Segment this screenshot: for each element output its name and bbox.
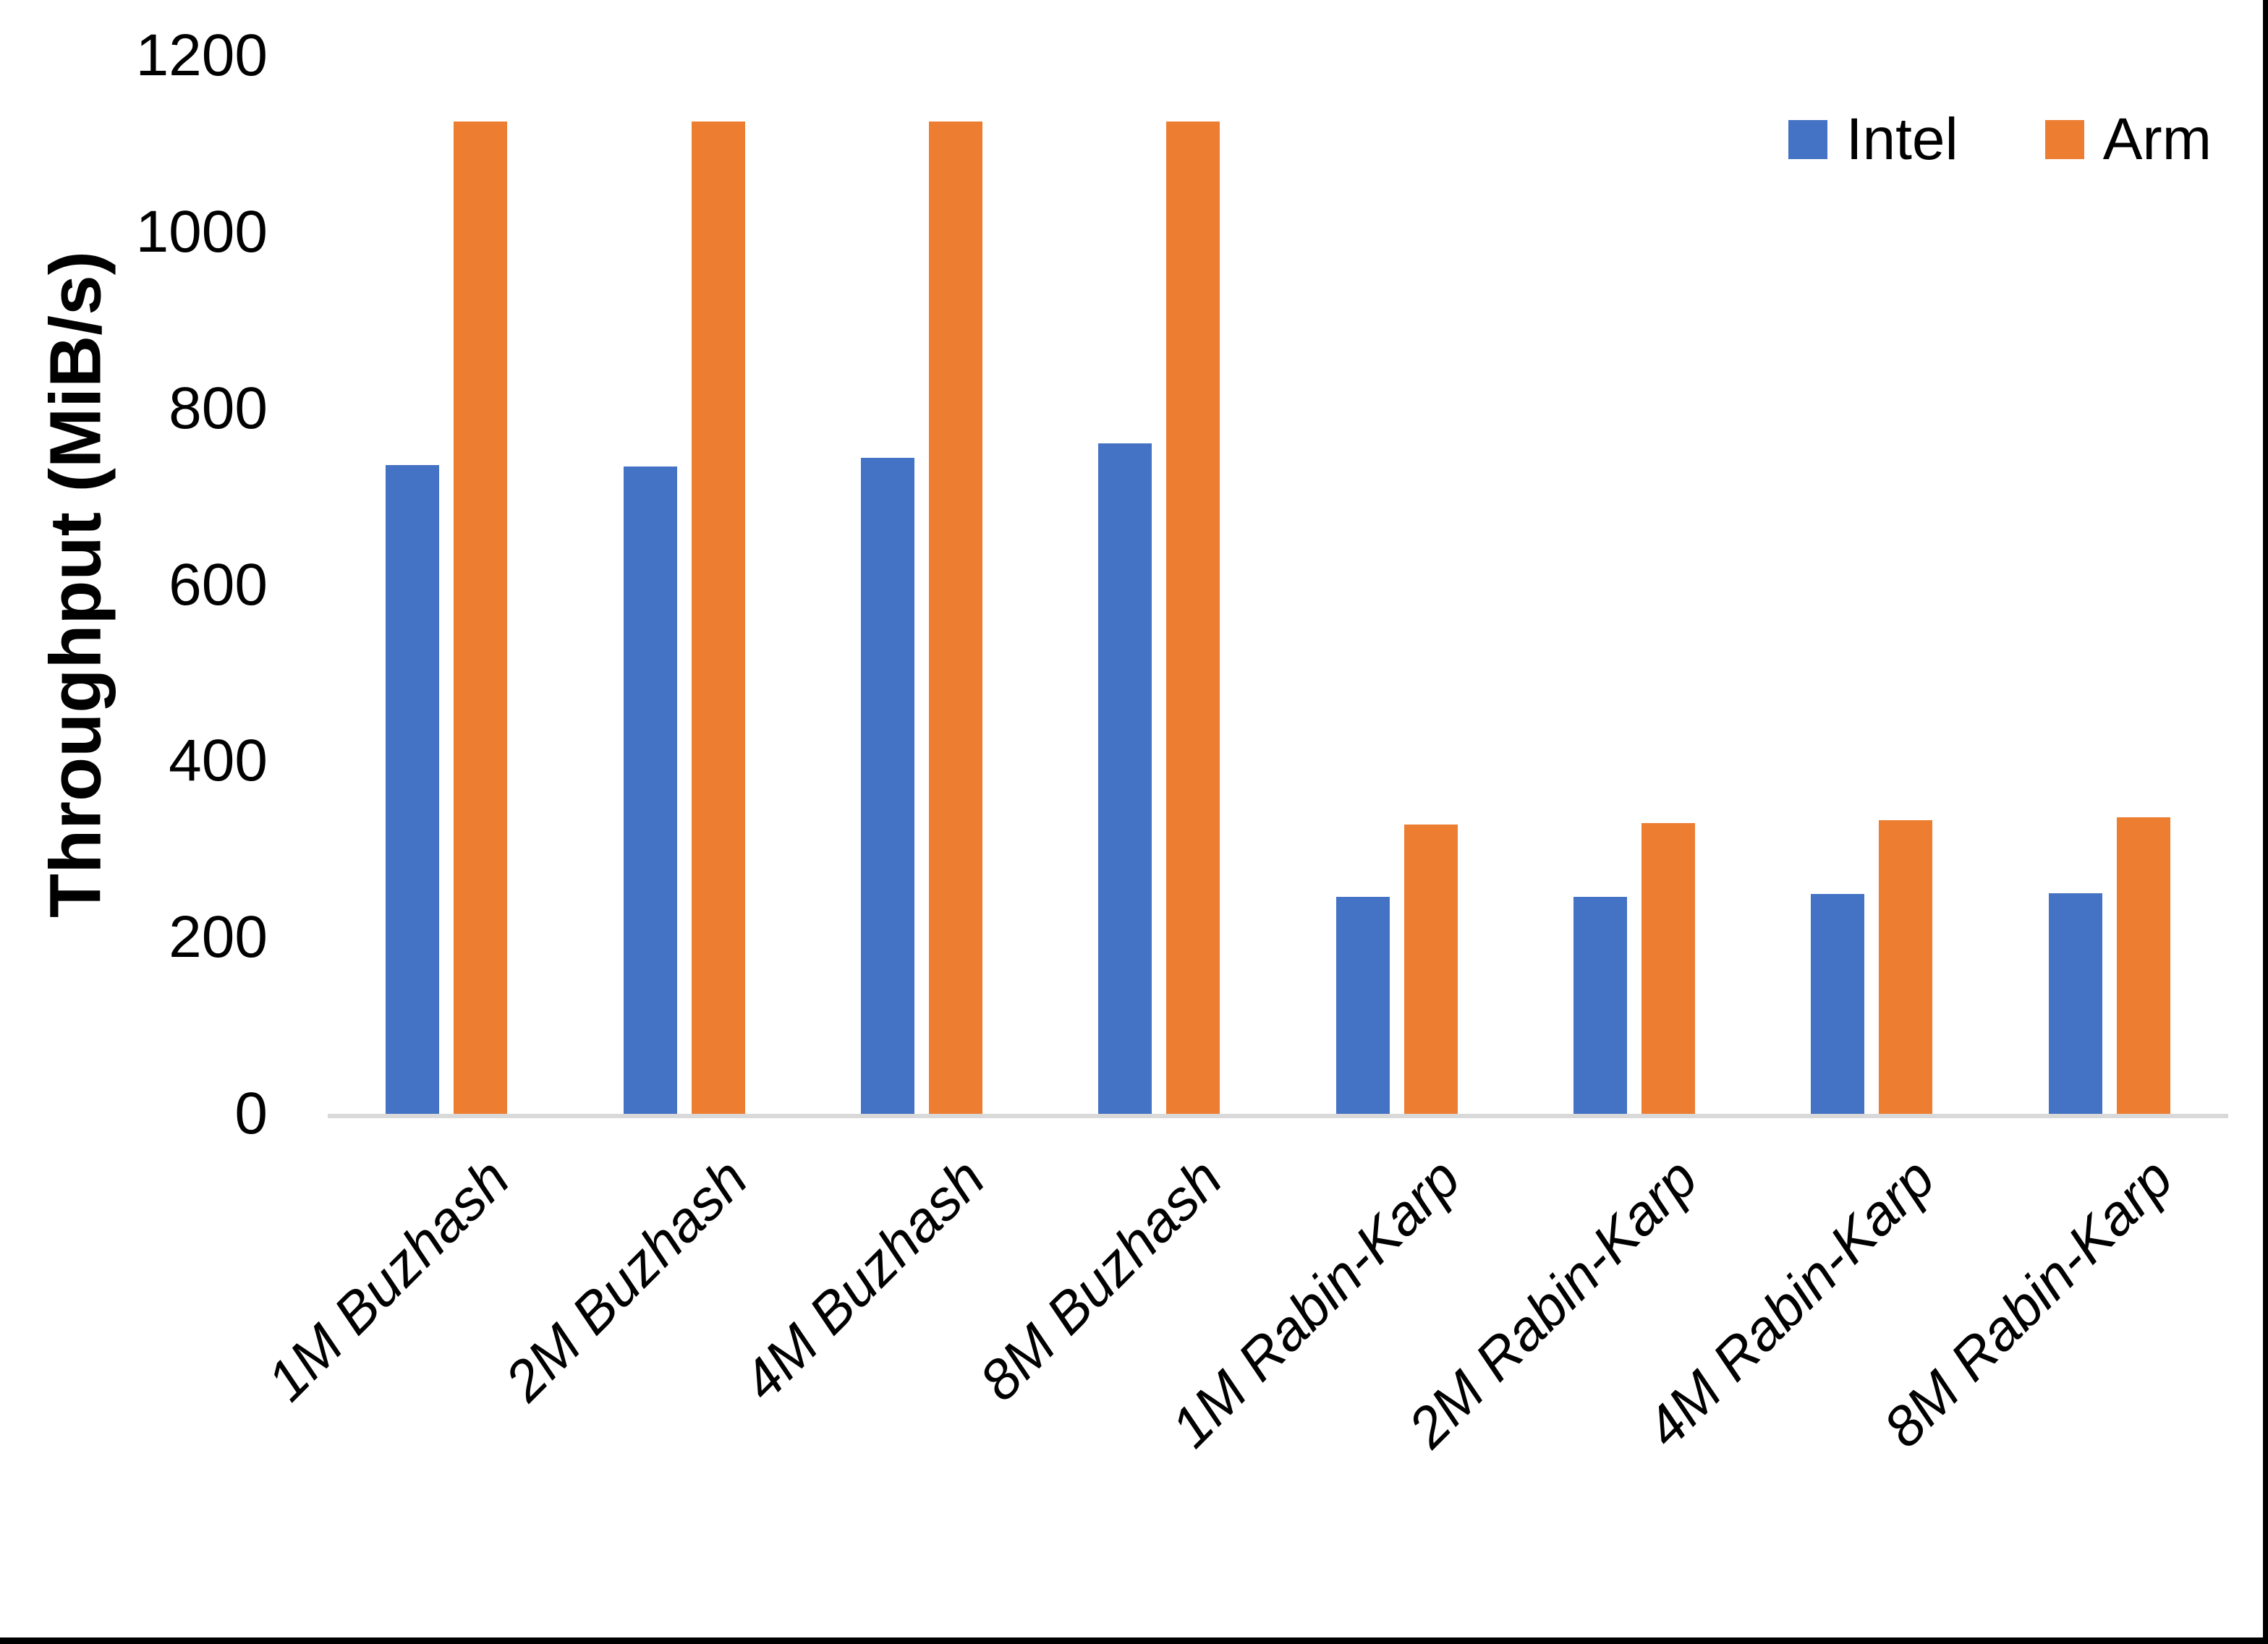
bar-arm-4m-rabin-karp [1879, 820, 1933, 1114]
x-tick-label-4m-rabin-karp: 4M Rabin-Karp [1633, 1146, 1948, 1460]
legend-label-arm: Arm [2102, 106, 2212, 172]
legend-label-intel: Intel [1846, 106, 1958, 172]
x-tick-label-8m-rabin-karp: 8M Rabin-Karp [1871, 1146, 2185, 1460]
legend: Intel Arm [1788, 110, 2212, 169]
bar-group-8m-buzhash [1040, 56, 1278, 1114]
bar-group-4m-rabin-karp [1753, 56, 1990, 1114]
bar-arm-1m-buzhash [454, 122, 508, 1114]
y-tick-label-800: 800 [169, 375, 268, 441]
bar-arm-8m-buzhash [1166, 122, 1220, 1114]
legend-entry-intel: Intel [1788, 110, 1958, 169]
bar-intel-1m-rabin-karp [1335, 897, 1390, 1114]
bar-group-8m-rabin-karp [1991, 56, 2228, 1114]
bar-group-2m-rabin-karp [1516, 56, 1753, 1114]
x-tick-label-1m-buzhash: 1M Buzhash [255, 1146, 522, 1413]
bar-group-4m-buzhash [803, 56, 1040, 1114]
y-tick-label-0: 0 [234, 1081, 268, 1146]
arm-series-swatch-icon [2044, 120, 2084, 159]
bar-intel-8m-rabin-karp [2048, 893, 2102, 1114]
bar-group-2m-buzhash [565, 56, 802, 1114]
bar-arm-2m-rabin-karp [1641, 823, 1696, 1114]
bar-intel-1m-buzhash [386, 465, 440, 1114]
bar-group-1m-buzhash [328, 56, 565, 1114]
x-tick-label-4m-buzhash: 4M Buzhash [729, 1146, 997, 1413]
y-tick-label-600: 600 [169, 551, 268, 618]
x-tick-label-2m-buzhash: 2M Buzhash [492, 1146, 760, 1413]
legend-entry-arm: Arm [2044, 106, 2212, 172]
x-tick-label-1m-rabin-karp: 1M Rabin-Karp [1158, 1146, 1472, 1460]
bar-intel-2m-rabin-karp [1573, 897, 1628, 1114]
y-tick-label-1000: 1000 [135, 198, 268, 265]
window-right-edge [2263, 0, 2268, 1644]
plot-area [328, 56, 2228, 1118]
bar-intel-4m-buzhash [860, 458, 914, 1114]
window-bottom-edge [0, 1637, 2268, 1644]
bar-arm-2m-buzhash [691, 122, 745, 1114]
x-tick-label-2m-rabin-karp: 2M Rabin-Karp [1396, 1146, 1710, 1460]
bar-intel-4m-rabin-karp [1811, 894, 1865, 1114]
bar-arm-1m-rabin-karp [1403, 825, 1458, 1114]
bar-arm-8m-rabin-karp [2116, 817, 2170, 1114]
intel-series-swatch-icon [1788, 120, 1827, 159]
bar-group-1m-rabin-karp [1278, 56, 1516, 1114]
bar-intel-2m-buzhash [623, 467, 677, 1114]
y-tick-label-400: 400 [169, 728, 268, 794]
bar-arm-4m-buzhash [928, 122, 982, 1114]
y-tick-label-1200: 1200 [135, 22, 268, 88]
x-tick-label-8m-buzhash: 8M Buzhash [967, 1146, 1235, 1413]
bar-intel-8m-buzhash [1098, 443, 1152, 1114]
y-tick-label-200: 200 [169, 904, 268, 971]
